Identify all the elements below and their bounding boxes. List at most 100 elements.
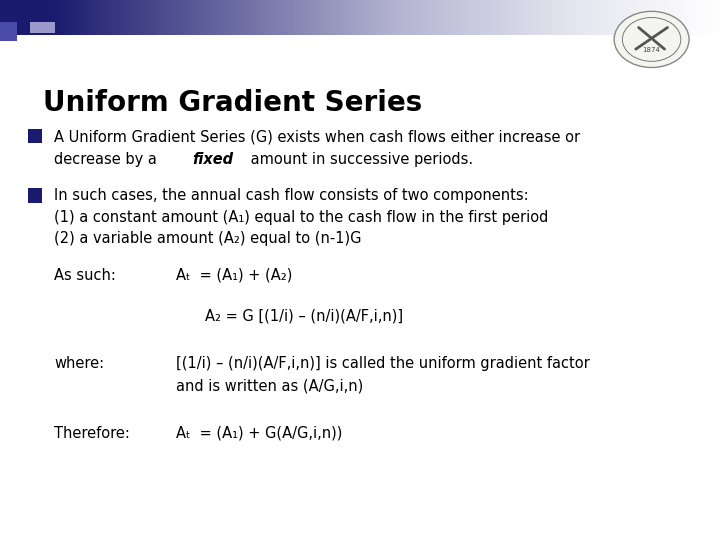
Bar [250, 0, 253, 35]
Bar [207, 0, 210, 35]
Bar [34, 0, 37, 35]
Bar [653, 0, 656, 35]
Bar [377, 0, 380, 35]
Bar [175, 0, 179, 35]
Bar [693, 0, 697, 35]
Bar [261, 0, 265, 35]
Bar [341, 0, 344, 35]
Bar [225, 0, 229, 35]
Bar [473, 0, 476, 35]
Bar [113, 0, 116, 35]
Bar [605, 0, 608, 35]
Bar [540, 0, 543, 35]
Bar [562, 0, 564, 35]
Bar [110, 0, 114, 35]
Bar [336, 0, 339, 35]
Bar [552, 0, 555, 35]
Text: (1) a constant amount (A₁) equal to the cash flow in the first period: (1) a constant amount (A₁) equal to the … [54, 210, 549, 225]
Bar [374, 0, 377, 35]
Bar [161, 0, 164, 35]
Bar [48, 0, 51, 35]
Bar [432, 0, 435, 35]
Circle shape [614, 11, 689, 68]
Bar [281, 0, 284, 35]
Bar [427, 0, 431, 35]
Bar [387, 0, 390, 35]
Bar [50, 0, 53, 35]
Bar [360, 0, 363, 35]
Bar [60, 0, 63, 35]
Bar [276, 0, 279, 35]
Bar [691, 0, 694, 35]
Bar [410, 0, 413, 35]
Bar [718, 0, 720, 35]
Bar [158, 0, 161, 35]
Bar [711, 0, 714, 35]
Bar [79, 0, 82, 35]
Bar [77, 0, 80, 35]
Bar [45, 0, 49, 35]
Bar [216, 0, 219, 35]
Bar [149, 0, 152, 35]
Bar [297, 0, 301, 35]
Bar [425, 0, 428, 35]
Bar [132, 0, 135, 35]
Bar [199, 0, 202, 35]
Bar [202, 0, 204, 35]
Bar [41, 0, 44, 35]
Bar [247, 0, 251, 35]
Bar [513, 0, 517, 35]
Bar [351, 0, 354, 35]
Bar [168, 0, 171, 35]
Bar [684, 0, 687, 35]
Bar [502, 0, 505, 35]
Bar [590, 0, 593, 35]
Bar [142, 0, 145, 35]
Bar [463, 0, 467, 35]
Bar [139, 0, 143, 35]
Bar [5, 0, 8, 35]
Bar [677, 0, 680, 35]
Bar [319, 0, 323, 35]
Bar [266, 0, 269, 35]
Bar [706, 0, 708, 35]
Bar [127, 0, 130, 35]
Bar [434, 0, 438, 35]
Bar [403, 0, 406, 35]
Bar [101, 0, 104, 35]
Bar [449, 0, 452, 35]
Bar [581, 0, 584, 35]
Text: Aₜ  = (A₁) + (A₂): Aₜ = (A₁) + (A₂) [176, 268, 293, 283]
Bar [703, 0, 706, 35]
Bar [369, 0, 373, 35]
Bar [204, 0, 207, 35]
Bar [146, 0, 150, 35]
Bar [178, 0, 181, 35]
Bar [535, 0, 539, 35]
Bar [617, 0, 620, 35]
Bar [223, 0, 226, 35]
Bar [67, 0, 71, 35]
Bar [643, 0, 647, 35]
Bar [624, 0, 627, 35]
Bar [235, 0, 238, 35]
Bar [2, 0, 6, 35]
Bar [610, 0, 613, 35]
Bar [477, 0, 481, 35]
Bar [348, 0, 351, 35]
Circle shape [622, 17, 681, 62]
Bar [28, 129, 42, 143]
Bar [660, 0, 663, 35]
Bar [542, 0, 546, 35]
Bar [583, 0, 586, 35]
Bar [679, 0, 683, 35]
Bar [27, 0, 30, 35]
Bar [451, 0, 454, 35]
Bar [461, 0, 464, 35]
Bar [89, 0, 92, 35]
Text: (2) a variable amount (A₂) equal to (n-1)G: (2) a variable amount (A₂) equal to (n-1… [54, 231, 361, 246]
Bar [578, 0, 582, 35]
Bar [391, 0, 395, 35]
Text: A₂ = G [(1/i) – (n/i)(A/F,i,n)]: A₂ = G [(1/i) – (n/i)(A/F,i,n)] [205, 308, 403, 323]
Bar [269, 0, 272, 35]
